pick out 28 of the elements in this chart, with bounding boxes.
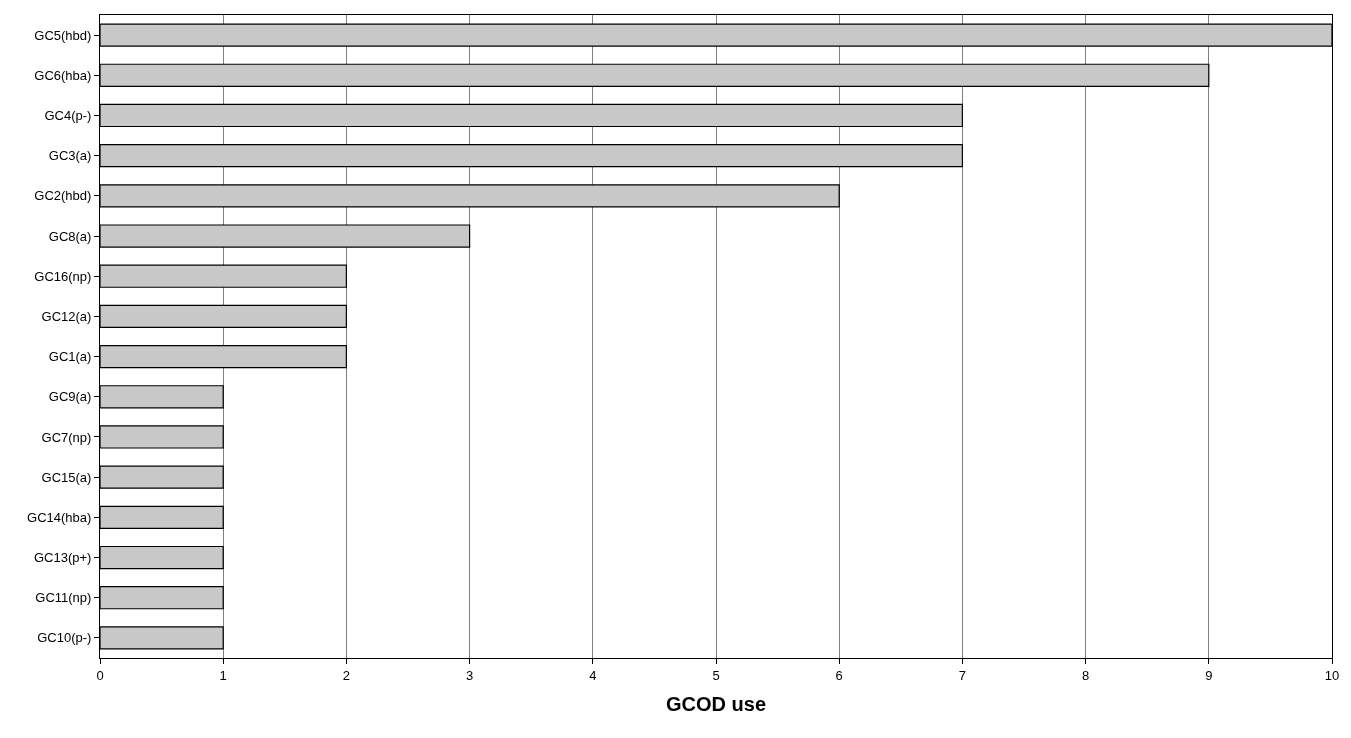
x-tick-label: 3 (465, 667, 474, 683)
y-tick-label: GC10(p-) (37, 630, 92, 646)
y-tick-label: GC6(hba) (34, 67, 92, 83)
x-tick-label: 4 (589, 667, 597, 683)
x-tick-label: 0 (96, 667, 104, 683)
x-tick-label: 5 (712, 667, 720, 683)
y-tick-label: GC1(a) (48, 349, 92, 365)
y-tick-label: GC16(np) (34, 268, 92, 284)
x-tick-label: 8 (1081, 667, 1090, 683)
x-tick-label: 10 (1324, 667, 1340, 683)
y-tick-label: GC11(np) (35, 590, 92, 606)
x-axis-title: GCOD use (665, 693, 767, 716)
x-tick-label: 7 (958, 667, 967, 683)
y-tick-label: GC14(hba) (27, 509, 92, 525)
x-tick-label: 2 (342, 667, 351, 683)
x-tick-label: 1 (219, 667, 227, 683)
y-tick-label: GC7(np) (41, 429, 92, 445)
y-tick-label: GC2(hbd) (34, 188, 92, 204)
y-tick-label: GC12(a) (41, 308, 92, 324)
y-tick-label: GC3(a) (48, 148, 92, 164)
x-tick-label: 6 (835, 667, 843, 683)
y-tick-label: GC15(a) (41, 469, 92, 485)
y-tick-label: GC4(p-) (44, 108, 92, 124)
x-tick-label: 9 (1205, 667, 1213, 683)
y-tick-label: GC13(p+) (33, 550, 92, 566)
y-tick-label: GC8(a) (48, 228, 92, 244)
y-tick-label: GC9(a) (48, 389, 92, 405)
y-tick-label: GC5(hbd) (34, 27, 92, 43)
